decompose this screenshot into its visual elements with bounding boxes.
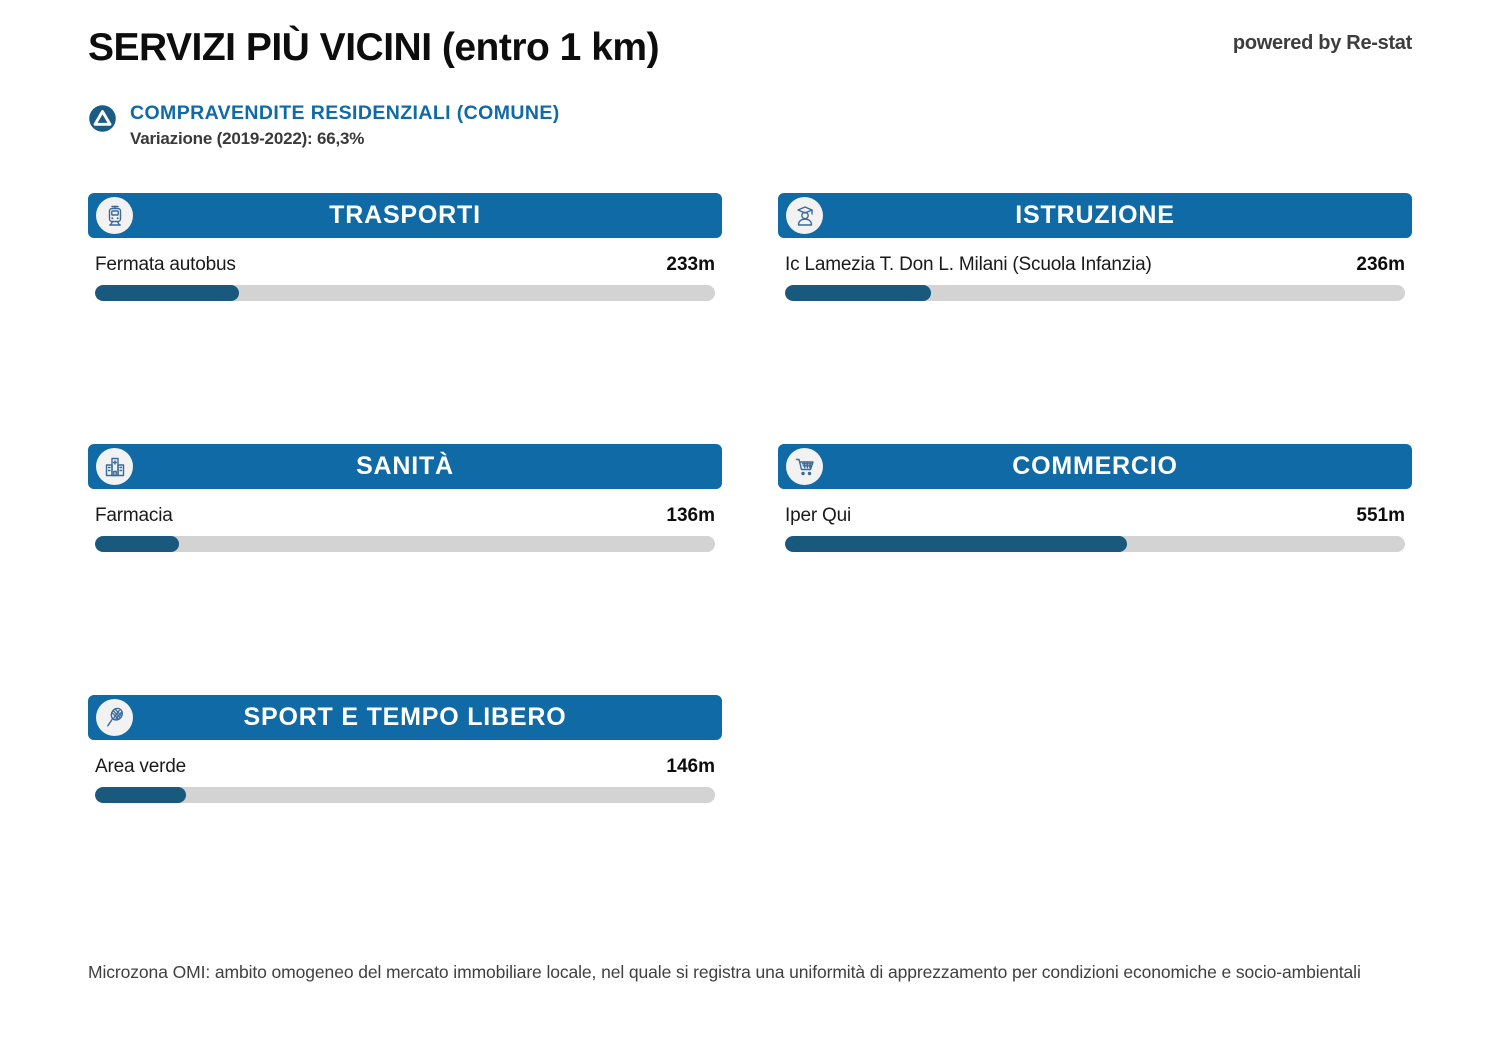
service-distance-value: 233m	[666, 254, 715, 275]
distance-bar-fill	[785, 285, 932, 301]
hospital-icon	[96, 448, 133, 485]
service-label: Fermata autobus	[95, 254, 236, 275]
card-title-sport: SPORT E TEMPO LIBERO	[243, 703, 567, 731]
card-trasporti: TRASPORTI Fermata autobus 233m	[88, 193, 722, 444]
distance-bar-fill	[785, 536, 1127, 552]
card-sport: SPORT E TEMPO LIBERO Area verde 146m	[88, 695, 722, 946]
service-item-row: Area verde 146m	[95, 756, 715, 778]
distance-bar-fill	[95, 787, 186, 803]
service-label: Area verde	[95, 756, 186, 777]
card-header-commercio: COMMERCIO	[778, 444, 1412, 489]
market-section: COMPRAVENDITE RESIDENZIALI (COMUNE) Vari…	[88, 102, 1412, 149]
card-header-istruzione: ISTRUZIONE	[778, 193, 1412, 238]
card-sanita: SANITÀ Farmacia 136m	[88, 444, 722, 695]
page-header: SERVIZI PIÙ VICINI (entro 1 km) powered …	[88, 26, 1412, 70]
card-istruzione: ISTRUZIONE Ic Lamezia T. Don L. Milani (…	[778, 193, 1412, 444]
service-distance-value: 136m	[666, 505, 715, 526]
service-distance-value: 551m	[1356, 505, 1405, 526]
distance-bar-track	[95, 536, 715, 552]
shopping-cart-icon	[786, 448, 823, 485]
service-label: Iper Qui	[785, 505, 851, 526]
graduate-icon	[786, 197, 823, 234]
service-item-row: Ic Lamezia T. Don L. Milani (Scuola Infa…	[785, 254, 1405, 276]
report-page: SERVIZI PIÙ VICINI (entro 1 km) powered …	[88, 26, 1412, 982]
arrow-up-circle-icon	[89, 105, 116, 132]
market-section-title: COMPRAVENDITE RESIDENZIALI (COMUNE)	[130, 102, 560, 124]
empty-grid-cell	[778, 695, 1412, 946]
page-title: SERVIZI PIÙ VICINI (entro 1 km)	[88, 26, 660, 69]
service-item-row: Fermata autobus 233m	[95, 254, 715, 276]
tennis-racket-icon	[96, 699, 133, 736]
service-label: Ic Lamezia T. Don L. Milani (Scuola Infa…	[785, 254, 1152, 275]
distance-bar-track	[785, 285, 1405, 301]
card-commercio: COMMERCIO Iper Qui 551m	[778, 444, 1412, 695]
card-header-trasporti: TRASPORTI	[88, 193, 722, 238]
card-title-sanita: SANITÀ	[356, 452, 454, 480]
powered-by-label: powered by Re-stat	[1232, 32, 1412, 54]
distance-bar-fill	[95, 536, 180, 552]
services-grid: TRASPORTI Fermata autobus 233m	[88, 193, 1412, 946]
tram-icon	[96, 197, 133, 234]
microzona-note: Microzona OMI: ambito omogeneo del merca…	[88, 962, 1361, 982]
distance-bar-fill	[95, 285, 240, 301]
service-item-row: Farmacia 136m	[95, 505, 715, 527]
service-distance-value: 146m	[666, 756, 715, 777]
card-title-trasporti: TRASPORTI	[329, 201, 481, 229]
card-header-sport: SPORT E TEMPO LIBERO	[88, 695, 722, 740]
distance-bar-track	[95, 285, 715, 301]
service-distance-value: 236m	[1356, 254, 1405, 275]
card-header-sanita: SANITÀ	[88, 444, 722, 489]
distance-bar-track	[785, 536, 1405, 552]
market-section-subtitle: Variazione (2019-2022): 66,3%	[130, 129, 365, 148]
card-title-istruzione: ISTRUZIONE	[1015, 201, 1175, 229]
service-item-row: Iper Qui 551m	[785, 505, 1405, 527]
service-label: Farmacia	[95, 505, 173, 526]
distance-bar-track	[95, 787, 715, 803]
card-title-commercio: COMMERCIO	[1012, 452, 1178, 480]
